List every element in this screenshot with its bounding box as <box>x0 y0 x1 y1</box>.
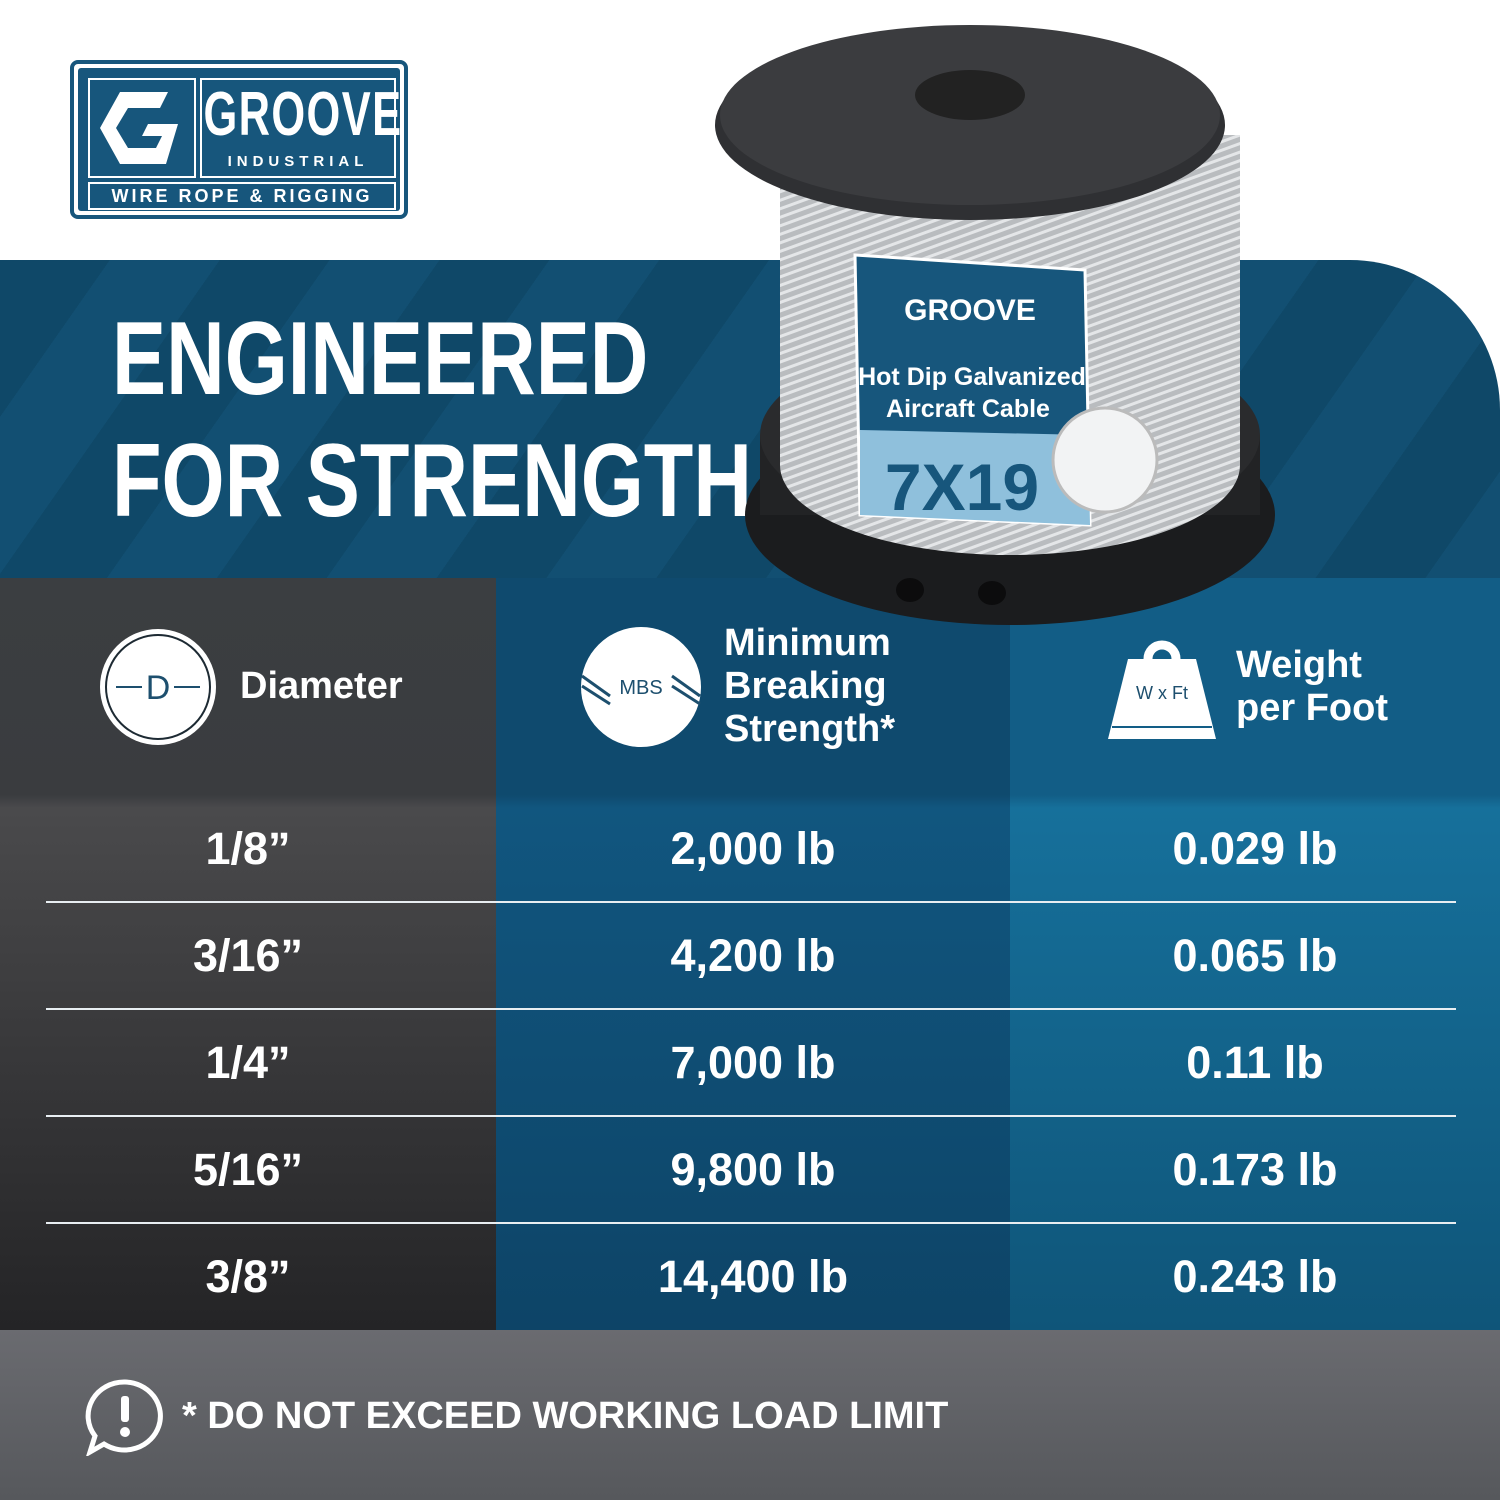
cell-diameter: 3/8” <box>205 1251 291 1302</box>
table-row: 5/16” 9,800 lb 0.173 lb <box>0 1116 1500 1223</box>
svg-text:MBS: MBS <box>619 677 662 699</box>
footer <box>0 1330 1500 1500</box>
cell-weight: 0.029 lb <box>1172 823 1338 874</box>
cell-mbs: 2,000 lb <box>670 823 836 874</box>
label-line-1: Hot Dip Galvanized <box>858 363 1086 391</box>
row-divider <box>46 1115 1456 1117</box>
cell-mbs: 9,800 lb <box>670 1144 836 1195</box>
brand-name: GROOVE <box>203 80 403 149</box>
column-diameter <box>0 578 496 1330</box>
brand-logo: GROOVE INDUSTRIAL WIRE ROPE & RIGGING <box>70 60 408 219</box>
strand-cross-section-icon <box>1051 406 1159 514</box>
header-label: Minimum Breaking Strength* <box>724 622 895 750</box>
label-line-2: Aircraft Cable <box>886 395 1050 423</box>
row-divider <box>46 1222 1456 1224</box>
brand-tagline: WIRE ROPE & RIGGING <box>88 182 396 210</box>
column-weight <box>1010 578 1500 1330</box>
headline-line-2: FOR STRENGTH <box>112 423 752 539</box>
cell-mbs: 14,400 lb <box>657 1251 849 1302</box>
row-divider <box>46 901 1456 903</box>
cell-weight: 0.065 lb <box>1172 930 1338 981</box>
diameter-icon: D <box>100 628 216 745</box>
mbs-icon: MBS <box>581 626 701 747</box>
headline: ENGINEERED FOR STRENGTH <box>112 298 752 542</box>
alert-icon <box>85 1379 163 1456</box>
header-label: Diameter <box>240 665 403 707</box>
cell-weight: 0.243 lb <box>1172 1251 1338 1302</box>
label-construction: 7X19 <box>885 450 1039 524</box>
header-weight: W x Ft Weight per Foot <box>1106 578 1406 795</box>
table-row: 3/16” 4,200 lb 0.065 lb <box>0 902 1500 1009</box>
label-brand: GROOVE <box>904 294 1036 327</box>
cable-spool-image: GROOVE Hot Dip Galvanized Aircraft Cable… <box>715 25 1275 625</box>
brand-sub: INDUSTRIAL <box>227 153 369 170</box>
table-row: 1/4” 7,000 lb 0.11 lb <box>0 1009 1500 1116</box>
table-row: 3/8” 14,400 lb 0.243 lb <box>0 1223 1500 1330</box>
header-label: Weight per Foot <box>1236 643 1388 729</box>
cell-diameter: 3/16” <box>192 930 304 981</box>
row-divider <box>46 1008 1456 1010</box>
cell-mbs: 4,200 lb <box>670 930 836 981</box>
svg-text:W x Ft: W x Ft <box>1136 683 1188 703</box>
weight-icon: W x Ft <box>1108 640 1216 739</box>
cell-diameter: 1/8” <box>205 823 291 874</box>
cell-diameter: 5/16” <box>192 1144 304 1195</box>
table-row: 1/8” 2,000 lb 0.029 lb <box>0 795 1500 902</box>
header-mbs: MBS Minimum Breaking Strength* <box>580 578 924 795</box>
headline-line-1: ENGINEERED <box>112 301 649 417</box>
column-mbs <box>496 578 1010 1330</box>
cell-mbs: 7,000 lb <box>670 1037 836 1088</box>
cell-diameter: 1/4” <box>205 1037 291 1088</box>
svg-text:D: D <box>146 669 171 707</box>
footer-note: * DO NOT EXCEED WORKING LOAD LIMIT <box>182 1395 949 1437</box>
cell-weight: 0.11 lb <box>1186 1037 1324 1088</box>
product-label: GROOVE Hot Dip Galvanized Aircraft Cable… <box>853 253 1159 527</box>
header-diameter: D Diameter <box>98 578 403 795</box>
g-logo-icon <box>88 78 196 178</box>
cell-weight: 0.173 lb <box>1172 1144 1338 1195</box>
